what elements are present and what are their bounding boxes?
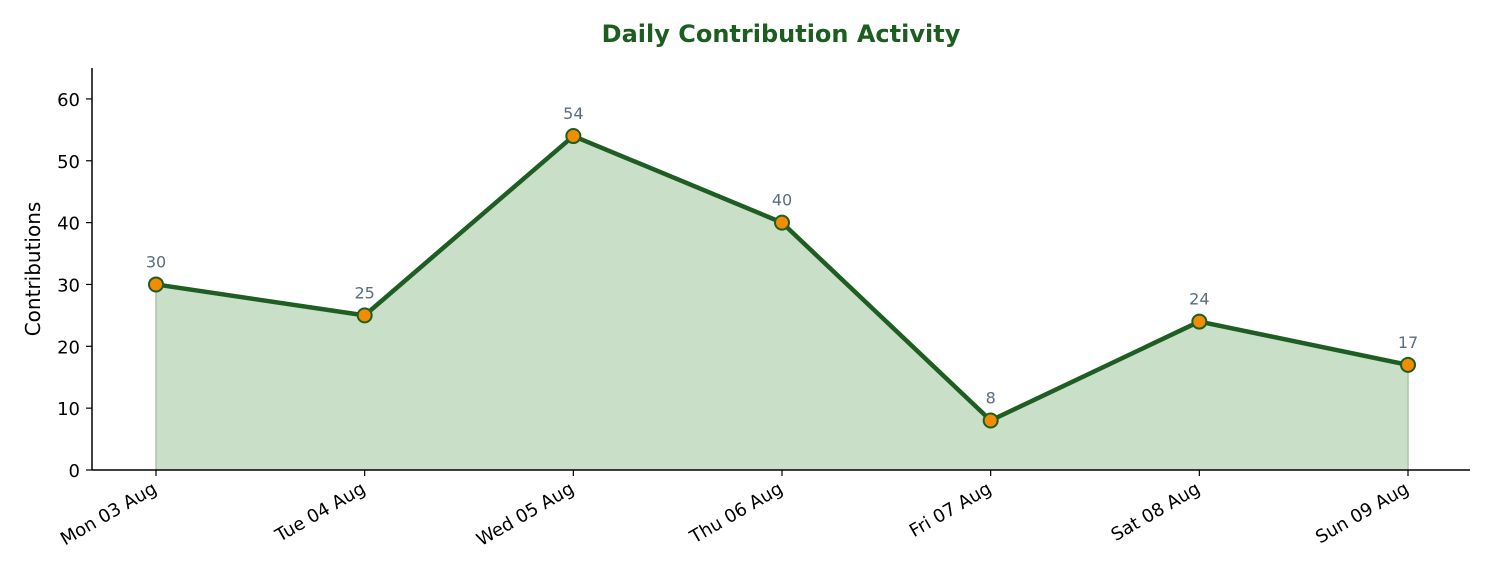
data-point bbox=[565, 128, 582, 145]
y-tick-label: 50 bbox=[57, 152, 80, 173]
data-point bbox=[1191, 313, 1208, 330]
data-point bbox=[1400, 356, 1416, 373]
data-label: 40 bbox=[772, 191, 792, 210]
data-label: 25 bbox=[354, 283, 374, 302]
y-tick-label: 20 bbox=[57, 337, 80, 358]
y-tick-label: 40 bbox=[57, 214, 80, 235]
x-tick-label: Thu 06 Aug bbox=[686, 478, 787, 548]
x-tick-label: Sat 08 Aug bbox=[1108, 478, 1204, 546]
y-tick-label: 60 bbox=[57, 90, 80, 111]
y-tick-label: 30 bbox=[57, 275, 80, 296]
data-point bbox=[356, 307, 373, 324]
data-label: 8 bbox=[986, 389, 996, 408]
x-tick-label: Sun 09 Aug bbox=[1312, 478, 1412, 548]
x-tick-label: Mon 03 Aug bbox=[57, 478, 161, 550]
data-label: 24 bbox=[1189, 290, 1209, 309]
data-point bbox=[148, 276, 164, 293]
y-tick-label: 10 bbox=[57, 399, 80, 420]
plot-area: 0 10 20 30 40 50 60 Mon 03 Aug Tue 04 Aug Wed 05 … bbox=[57, 68, 1470, 551]
y-axis-label: Contributions bbox=[21, 202, 45, 337]
x-tick-label: Wed 05 Aug bbox=[473, 478, 578, 551]
data-point bbox=[774, 214, 790, 231]
chart-title: Daily Contribution Activity bbox=[602, 20, 961, 48]
x-tick-label: Tue 04 Aug bbox=[271, 478, 369, 547]
data-label: 30 bbox=[146, 252, 166, 271]
x-tick-label: Fri 07 Aug bbox=[906, 478, 995, 542]
y-tick-label: 0 bbox=[69, 461, 80, 482]
area-fill bbox=[156, 136, 1408, 470]
data-point bbox=[982, 412, 999, 429]
data-label: 17 bbox=[1398, 333, 1418, 352]
data-label: 54 bbox=[563, 104, 583, 123]
